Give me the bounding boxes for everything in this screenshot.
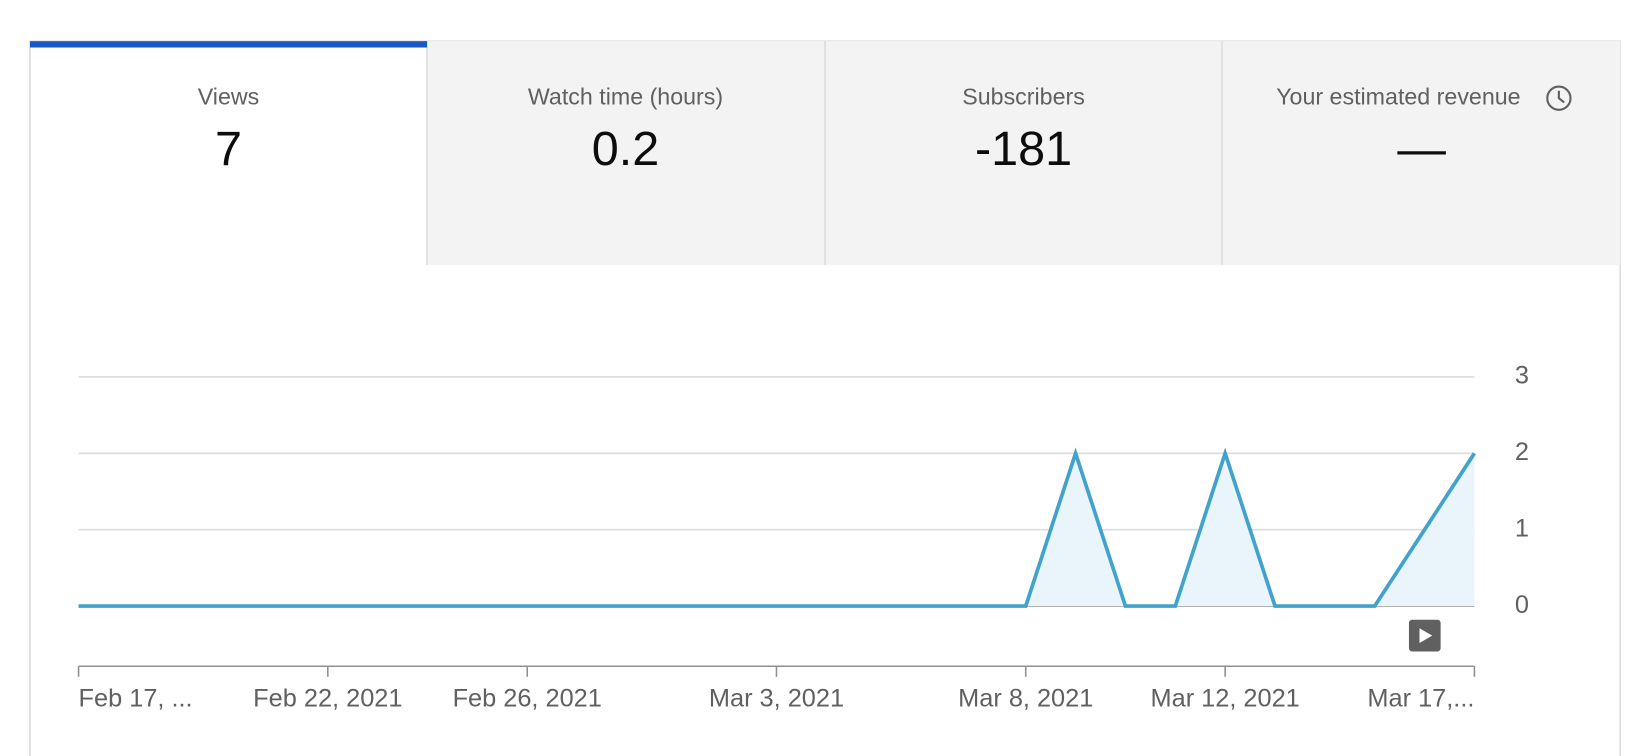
x-tick-label: Feb 17, ... [79,685,193,713]
y-tick-label: 2 [1515,438,1529,466]
line [78,447,1476,608]
active-tab-indicator [29,41,427,48]
tab-label: Your estimated revenue [1276,83,1520,109]
play-button[interactable] [1408,619,1441,652]
clock-icon[interactable] [1546,85,1572,111]
tab-label: Views [198,83,260,109]
tab-value: 7 [215,122,242,176]
x-tick-label: Mar 12, 2021 [1151,685,1300,713]
x-tick-label: Feb 26, 2021 [453,685,602,713]
x-tick-label: Mar 17,... [1367,685,1474,713]
tab-value: 0.2 [592,122,660,176]
x-tick-label: Feb 22, 2021 [253,685,402,713]
tab-value: — [1397,122,1446,176]
y-tick-label: 0 [1515,591,1529,619]
tab-label: Watch time (hours) [528,83,723,109]
tab-background [426,41,1621,266]
x-tick-label: Mar 3, 2021 [709,685,844,713]
tab-value: -181 [975,122,1072,176]
y-tick-label: 3 [1515,362,1529,390]
tab-label: Subscribers [962,83,1085,109]
y-tick-label: 1 [1515,514,1529,542]
x-tick-label: Mar 8, 2021 [958,685,1093,713]
